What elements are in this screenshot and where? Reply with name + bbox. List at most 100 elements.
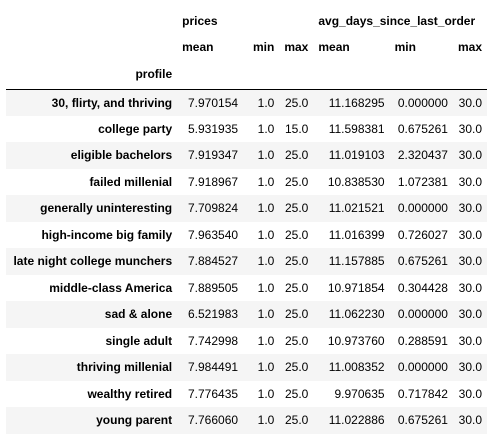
- dataframe-table: prices avg_days_since_last_order mean mi…: [6, 8, 487, 434]
- table-cell: 0.675261: [397, 121, 448, 136]
- table-cell: 30.0: [458, 201, 482, 216]
- table-cell: 0.000000: [397, 201, 448, 216]
- table-cell: 1.0: [257, 121, 275, 136]
- table-cell: 11.021521: [328, 201, 385, 216]
- table-row: 30, flirty, and thriving 7.970154 1.0 25.0 1…: [6, 89, 487, 116]
- row-label: late night college munchers: [13, 254, 173, 269]
- table-cell: 1.0: [257, 174, 275, 189]
- table-cell: 1.072381: [397, 174, 448, 189]
- row-label: failed millenial: [89, 174, 173, 189]
- header-corner: [6, 8, 177, 33]
- table-cell: 11.008352: [328, 360, 385, 375]
- column-header-prices-min: min: [252, 39, 275, 54]
- table-body: 30, flirty, and thriving 7.970154 1.0 25.0 1…: [6, 89, 487, 434]
- table-cell: 2.320437: [397, 148, 448, 163]
- table-cell: 7.889505: [188, 280, 239, 295]
- table-cell: 0.304428: [397, 280, 448, 295]
- table-cell: 1.0: [257, 413, 275, 428]
- table-cell: 30.0: [458, 360, 482, 375]
- table-cell: 0.717842: [397, 386, 448, 401]
- column-header-days-min: min: [394, 39, 416, 54]
- column-group-avg-days: avg_days_since_last_order: [318, 13, 476, 28]
- table-row: failed millenial 7.918967 1.0 25.0 10.838530…: [6, 169, 487, 196]
- table-cell: 7.884527: [188, 254, 239, 269]
- table-cell: 30.0: [458, 95, 482, 110]
- table-cell: 30.0: [458, 227, 482, 242]
- table-row: wealthy retired 7.776435 1.0 25.0 9.970635 0.…: [6, 381, 487, 408]
- row-label: single adult: [105, 333, 173, 348]
- table-cell: 25.0: [285, 174, 309, 189]
- row-label: high-income big family: [41, 227, 173, 242]
- table-cell: 0.675261: [397, 254, 448, 269]
- row-label: wealthy retired: [87, 386, 173, 401]
- table-cell: 7.742998: [188, 333, 239, 348]
- row-label: thriving millenial: [76, 360, 173, 375]
- table-cell: 1.0: [257, 227, 275, 242]
- table-cell: 1.0: [257, 280, 275, 295]
- table-cell: 10.973760: [327, 333, 385, 348]
- table-cell: 0.675261: [397, 413, 448, 428]
- table-row: eligible bachelors 7.919347 1.0 25.0 11.0191…: [6, 142, 487, 169]
- table-cell: 1.0: [257, 254, 275, 269]
- table-cell: 6.521983: [188, 307, 239, 322]
- table-cell: 30.0: [458, 333, 482, 348]
- column-group-prices: prices: [182, 13, 218, 28]
- table-cell: 0.000000: [397, 95, 448, 110]
- table-cell: 25.0: [285, 333, 309, 348]
- table-cell: 30.0: [458, 174, 482, 189]
- table-row: high-income big family 7.963540 1.0 25.0 11.…: [6, 222, 487, 249]
- table-cell: 11.598381: [328, 121, 385, 136]
- row-label: eligible bachelors: [70, 148, 173, 163]
- table-cell: 0.288591: [397, 333, 448, 348]
- table-row: late night college munchers 7.884527 1.0 25…: [6, 248, 487, 275]
- index-name-row: profile: [6, 60, 487, 89]
- table-cell: 15.0: [285, 121, 309, 136]
- table-row: single adult 7.742998 1.0 25.0 10.973760 0.28…: [6, 328, 487, 355]
- table-cell: 7.709824: [188, 201, 239, 216]
- row-label: middle-class America: [49, 280, 173, 295]
- table-cell: 11.168295: [328, 95, 385, 110]
- table-cell: 11.157885: [328, 254, 385, 269]
- table-row: young parent 7.766060 1.0 25.0 11.022886 0.67…: [6, 407, 487, 434]
- table-cell: 25.0: [285, 148, 309, 163]
- table-cell: 10.971854: [327, 280, 385, 295]
- table-cell: 1.0: [257, 201, 275, 216]
- table-cell: 30.0: [458, 254, 482, 269]
- row-label: college party: [98, 121, 173, 136]
- blank-cell: [177, 60, 243, 89]
- table-cell: 7.918967: [188, 174, 239, 189]
- table-cell: 25.0: [285, 386, 309, 401]
- table-cell: 1.0: [257, 307, 275, 322]
- table-cell: 30.0: [458, 386, 482, 401]
- table-row: sad & alone 6.521983 1.0 25.0 11.062230 0.000…: [6, 301, 487, 328]
- column-header-prices-mean: mean: [182, 39, 214, 54]
- table-cell: 10.838530: [327, 174, 385, 189]
- table-cell: 25.0: [285, 280, 309, 295]
- table-cell: 11.022886: [328, 413, 385, 428]
- table-cell: 7.766060: [188, 413, 239, 428]
- table-cell: 25.0: [285, 413, 309, 428]
- blank-cell: [390, 60, 453, 89]
- table-cell: 1.0: [257, 95, 275, 110]
- column-header-prices-max: max: [284, 39, 309, 54]
- table-cell: 9.970635: [334, 386, 385, 401]
- table-cell: 7.984491: [188, 360, 239, 375]
- table-cell: 25.0: [285, 227, 309, 242]
- table-cell: 11.062230: [328, 307, 385, 322]
- table-cell: 30.0: [458, 148, 482, 163]
- table-cell: 1.0: [257, 386, 275, 401]
- row-label: sad & alone: [104, 307, 173, 322]
- table-cell: 1.0: [257, 148, 275, 163]
- table-cell: 0.000000: [397, 360, 448, 375]
- table-cell: 0.000000: [397, 307, 448, 322]
- blank-cell: [313, 60, 389, 89]
- table-row: thriving millenial 7.984491 1.0 25.0 11.0083…: [6, 354, 487, 381]
- sub-column-row: mean min max mean min max: [6, 33, 487, 60]
- table-cell: 11.019103: [328, 148, 385, 163]
- column-header-days-mean: mean: [318, 39, 350, 54]
- table-cell: 30.0: [458, 121, 482, 136]
- column-header-days-max: max: [457, 39, 482, 54]
- header-corner-2: [6, 33, 177, 60]
- table-cell: 7.776435: [188, 386, 239, 401]
